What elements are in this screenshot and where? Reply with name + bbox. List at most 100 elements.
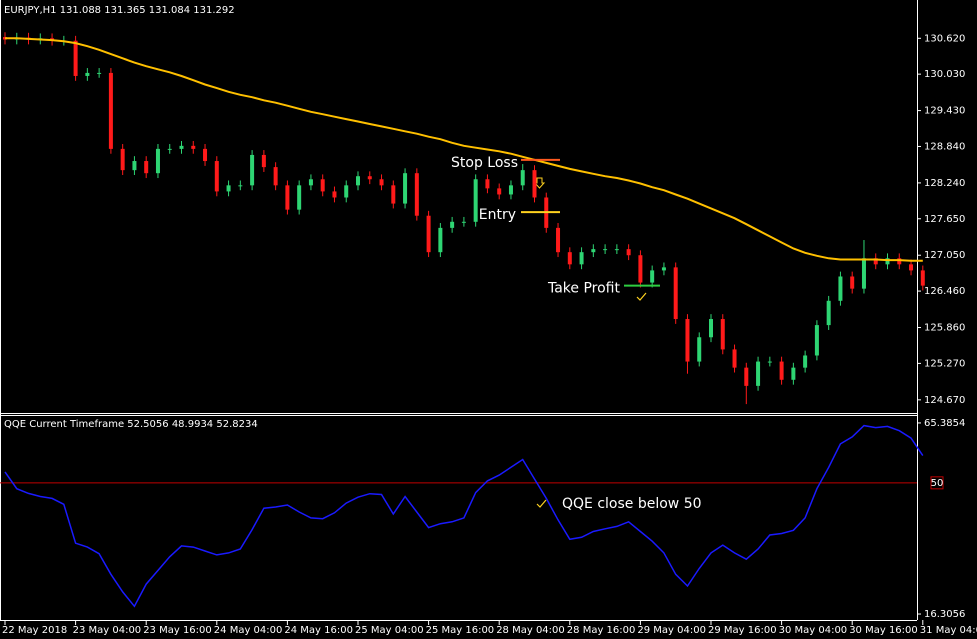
candle-body bbox=[203, 148, 208, 162]
candle-body bbox=[838, 276, 843, 301]
candle-body bbox=[814, 325, 819, 356]
x-tick-label: 23 May 04:00 bbox=[73, 625, 142, 636]
x-tick-label: 23 May 16:00 bbox=[143, 625, 212, 636]
candle-body bbox=[332, 191, 337, 198]
x-tick-label: 29 May 16:00 bbox=[708, 625, 777, 636]
candle-body bbox=[414, 173, 419, 216]
candle-body bbox=[603, 249, 608, 251]
annotation: Stop Loss bbox=[451, 155, 518, 171]
candle-body bbox=[167, 148, 172, 150]
candle-body bbox=[426, 215, 431, 253]
y-tick-label: 16.3056 bbox=[924, 609, 965, 620]
candle-body bbox=[285, 185, 290, 210]
y-tick-label: 128.840 bbox=[924, 141, 965, 152]
candle-body bbox=[638, 255, 643, 283]
candle-body bbox=[403, 173, 408, 204]
y-tick-label: 125.270 bbox=[924, 358, 965, 369]
candle-body bbox=[461, 221, 466, 223]
check-icon bbox=[536, 499, 547, 508]
y-tick-label: 130.620 bbox=[924, 33, 965, 44]
candle-body bbox=[873, 258, 878, 265]
candle-body bbox=[261, 154, 266, 168]
level-label: 50 bbox=[931, 478, 944, 489]
candle-body bbox=[179, 145, 184, 149]
candle-body bbox=[697, 337, 702, 362]
candle-body bbox=[650, 270, 655, 283]
candle-body bbox=[520, 170, 525, 186]
candle-body bbox=[897, 258, 902, 265]
candle-body bbox=[238, 185, 243, 187]
candle-body bbox=[97, 72, 102, 74]
candle-body bbox=[250, 154, 255, 186]
y-tick-label: 124.670 bbox=[924, 395, 965, 406]
x-tick-label: 24 May 16:00 bbox=[284, 625, 353, 636]
qqe-line bbox=[4, 424, 924, 608]
candle-body bbox=[120, 148, 125, 171]
level-label-box bbox=[930, 476, 944, 490]
x-tick-label: 29 May 04:00 bbox=[637, 625, 706, 636]
x-tick-label: 28 May 16:00 bbox=[567, 625, 636, 636]
candle-body bbox=[591, 249, 596, 253]
y-tick-label: 127.650 bbox=[924, 214, 965, 225]
candle-body bbox=[744, 367, 749, 386]
candle-body bbox=[885, 258, 890, 265]
x-tick-label: 28 May 04:00 bbox=[496, 625, 565, 636]
candle-body bbox=[191, 145, 196, 149]
candle-body bbox=[532, 170, 537, 198]
candle-body bbox=[767, 361, 772, 363]
x-tick-label: 25 May 16:00 bbox=[426, 625, 495, 636]
x-tick-label: 25 May 04:00 bbox=[355, 625, 424, 636]
y-tick-label: 127.050 bbox=[924, 250, 965, 261]
candle-body bbox=[685, 319, 690, 362]
candle-body bbox=[920, 270, 925, 286]
candle-body bbox=[438, 227, 443, 253]
arrow-icon bbox=[533, 177, 546, 189]
candle-body bbox=[497, 188, 502, 195]
annotation: Entry bbox=[479, 207, 516, 223]
candle-body bbox=[308, 179, 313, 186]
candle-body bbox=[485, 179, 490, 189]
x-tick-label: 30 May 16:00 bbox=[849, 625, 918, 636]
candle-body bbox=[861, 258, 866, 289]
x-tick-label: 31 May 04:00 bbox=[920, 625, 977, 636]
candle-body bbox=[909, 264, 914, 271]
y-tick-label: 130.030 bbox=[924, 69, 965, 80]
candle-body bbox=[756, 361, 761, 386]
candle-body bbox=[344, 185, 349, 198]
candle-body bbox=[473, 179, 478, 222]
chart-title: EURJPY,H1 131.088 131.365 131.084 131.29… bbox=[4, 5, 235, 16]
check-icon bbox=[636, 292, 647, 301]
candle-body bbox=[450, 221, 455, 228]
candle-body bbox=[579, 252, 584, 265]
candle-body bbox=[108, 72, 113, 149]
x-tick-label: 22 May 2018 bbox=[2, 625, 67, 636]
indicator-title: QQE Current Timeframe 52.5056 48.9934 52… bbox=[4, 419, 258, 430]
candle-body bbox=[709, 319, 713, 338]
candle-body bbox=[132, 161, 137, 171]
candle-body bbox=[367, 176, 372, 180]
candle-body bbox=[779, 361, 784, 380]
candle-body bbox=[850, 276, 855, 289]
candle-body bbox=[85, 72, 90, 76]
candle-body bbox=[732, 349, 737, 368]
y-tick-label: 129.430 bbox=[924, 106, 965, 117]
candle-body bbox=[661, 267, 666, 271]
candle-body bbox=[226, 185, 231, 192]
x-tick-label: 30 May 04:00 bbox=[779, 625, 848, 636]
annotation: Take Profit bbox=[547, 281, 621, 297]
candle-body bbox=[297, 185, 302, 210]
candle-body bbox=[356, 176, 360, 186]
candle-body bbox=[626, 249, 631, 256]
candle-body bbox=[391, 185, 396, 204]
candle-body bbox=[379, 179, 384, 186]
candle-body bbox=[508, 185, 513, 195]
candle-body bbox=[273, 167, 278, 186]
candle-body bbox=[144, 161, 149, 174]
candle-body bbox=[214, 161, 219, 192]
candle-body bbox=[155, 148, 160, 174]
annotation: QQE close below 50 bbox=[562, 496, 702, 512]
candle-body bbox=[826, 300, 831, 326]
candle-body bbox=[556, 227, 561, 253]
candle-body bbox=[320, 179, 325, 192]
